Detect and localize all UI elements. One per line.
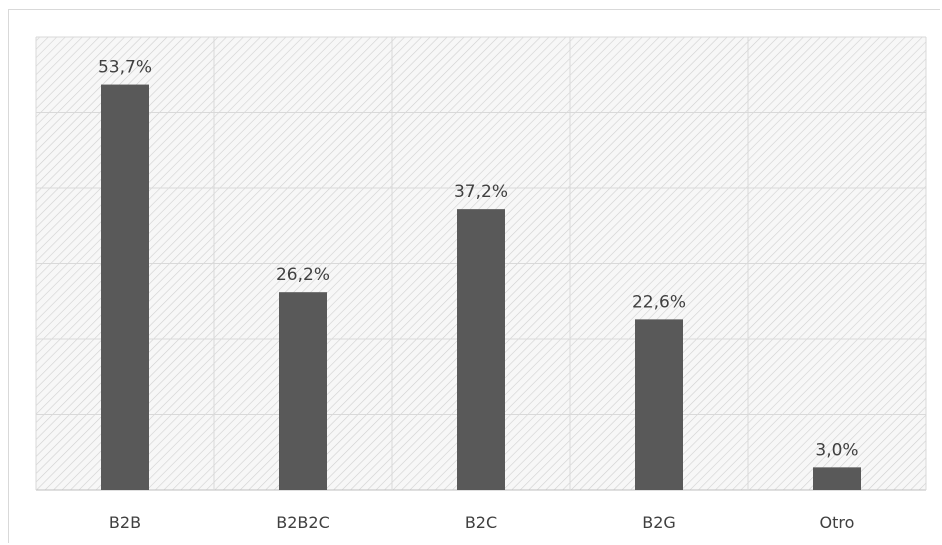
bar-otro [813, 467, 861, 490]
data-label-b2b2c: 26,2% [276, 265, 330, 285]
bar-b2c [457, 209, 505, 490]
data-label-b2c: 37,2% [454, 182, 508, 202]
category-label-b2g: B2G [642, 513, 676, 532]
data-label-b2b: 53,7% [98, 58, 152, 78]
bar-b2g [635, 319, 683, 490]
bars-group [101, 84, 861, 490]
category-label-b2b: B2B [109, 513, 141, 532]
data-label-b2g: 22,6% [632, 292, 686, 312]
bar-b2b [101, 84, 149, 490]
category-label-otro: Otro [820, 513, 855, 532]
category-labels-group: B2B B2B2C B2C B2G Otro [109, 513, 855, 532]
data-label-otro: 3,0% [815, 440, 858, 460]
category-label-b2b2c: B2B2C [276, 513, 329, 532]
bar-b2b2c [279, 292, 327, 490]
category-label-b2c: B2C [465, 513, 497, 532]
data-labels-group: 53,7% 26,2% 37,2% 22,6% 3,0% [98, 58, 859, 461]
